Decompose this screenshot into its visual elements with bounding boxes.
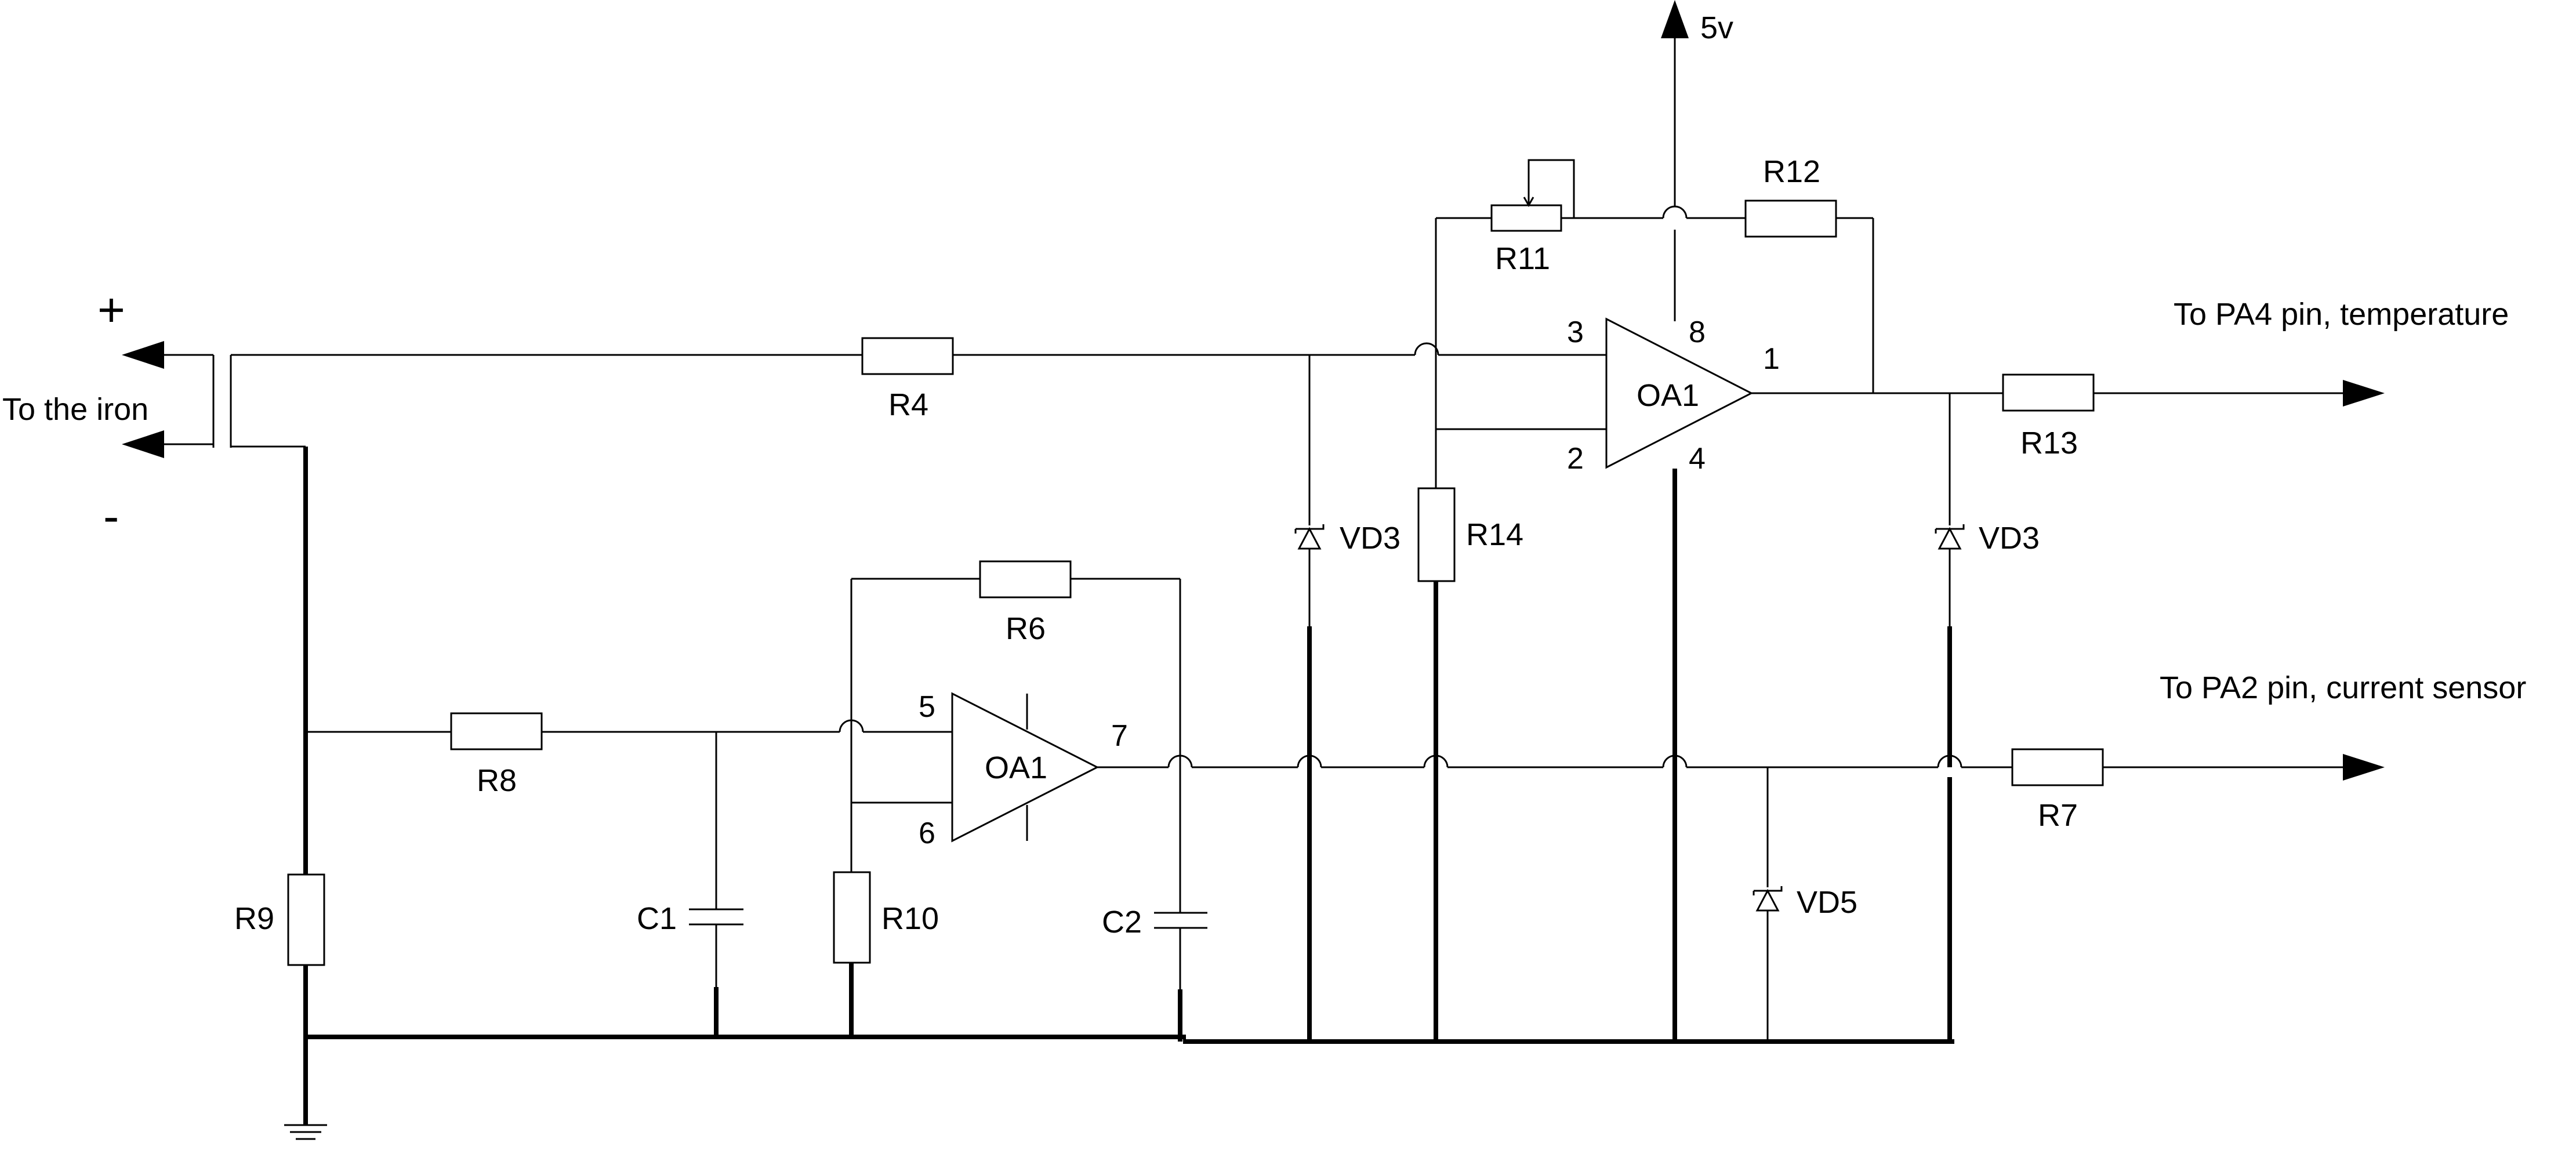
oa-top-label: OA1 [1637, 378, 1699, 413]
vd5-label: VD5 [1797, 885, 1857, 920]
resistor-r6 [979, 560, 1072, 598]
resistor-r9 [287, 873, 325, 966]
r6-label: R6 [1006, 611, 1046, 646]
potentiometer-r11 [1490, 204, 1562, 232]
minus-sign: - [103, 490, 119, 543]
zener-vd3-right [1938, 527, 1962, 550]
c2-label: C2 [1102, 905, 1142, 939]
pin-7-label: 7 [1111, 719, 1128, 753]
opamp-bottom [951, 692, 1100, 843]
resistor-r12 [1744, 199, 1837, 238]
pin-3-label: 3 [1567, 315, 1584, 349]
current-output-arrow [2343, 754, 2385, 781]
pin-5-label: 5 [919, 690, 935, 724]
resistor-r10 [833, 871, 871, 964]
c1-label: C1 [637, 901, 677, 936]
plus-sign: + [97, 284, 125, 336]
r14-label: R14 [1466, 517, 1523, 552]
r12-label: R12 [1763, 154, 1820, 189]
pin-4-label: 4 [1689, 442, 1706, 476]
r7-label: R7 [2038, 798, 2078, 833]
supply-label: 5v [1700, 10, 1733, 45]
iron-connector [122, 341, 232, 458]
r9-label: R9 [234, 901, 274, 936]
vd3-right-label: VD3 [1979, 521, 2040, 556]
r4-label: R4 [888, 387, 928, 422]
resistor-r8 [450, 712, 543, 750]
resistor-r4 [861, 337, 954, 375]
current-output-label: To PA2 pin, current sensor [2160, 670, 2526, 705]
oa-bottom-label: OA1 [985, 750, 1047, 785]
pin-1-label: 1 [1763, 342, 1780, 376]
r11-label: R11 [1495, 241, 1550, 276]
temperature-output-arrow [2343, 380, 2385, 407]
resistor-r7 [2011, 748, 2104, 786]
pin-8-label: 8 [1689, 315, 1706, 349]
vd3-left-label: VD3 [1340, 521, 1401, 556]
zener-vd5 [1755, 888, 1780, 912]
pin-2-label: 2 [1567, 442, 1584, 476]
zener-vd3-left [1297, 527, 1322, 550]
r10-label: R10 [881, 901, 939, 936]
opamp-top [1605, 317, 1754, 469]
resistor-r14 [1417, 487, 1456, 582]
iron-label: To the iron [2, 392, 148, 427]
resistor-r13 [2002, 373, 2095, 412]
ground-icon [284, 1124, 327, 1140]
supply-arrow [1661, 0, 1689, 38]
temperature-output-label: To PA4 pin, temperature [2174, 297, 2509, 332]
wiper-arrow-icon [1523, 159, 1575, 218]
r8-label: R8 [477, 763, 517, 798]
r13-label: R13 [2020, 426, 2078, 460]
pin-6-label: 6 [919, 817, 935, 850]
